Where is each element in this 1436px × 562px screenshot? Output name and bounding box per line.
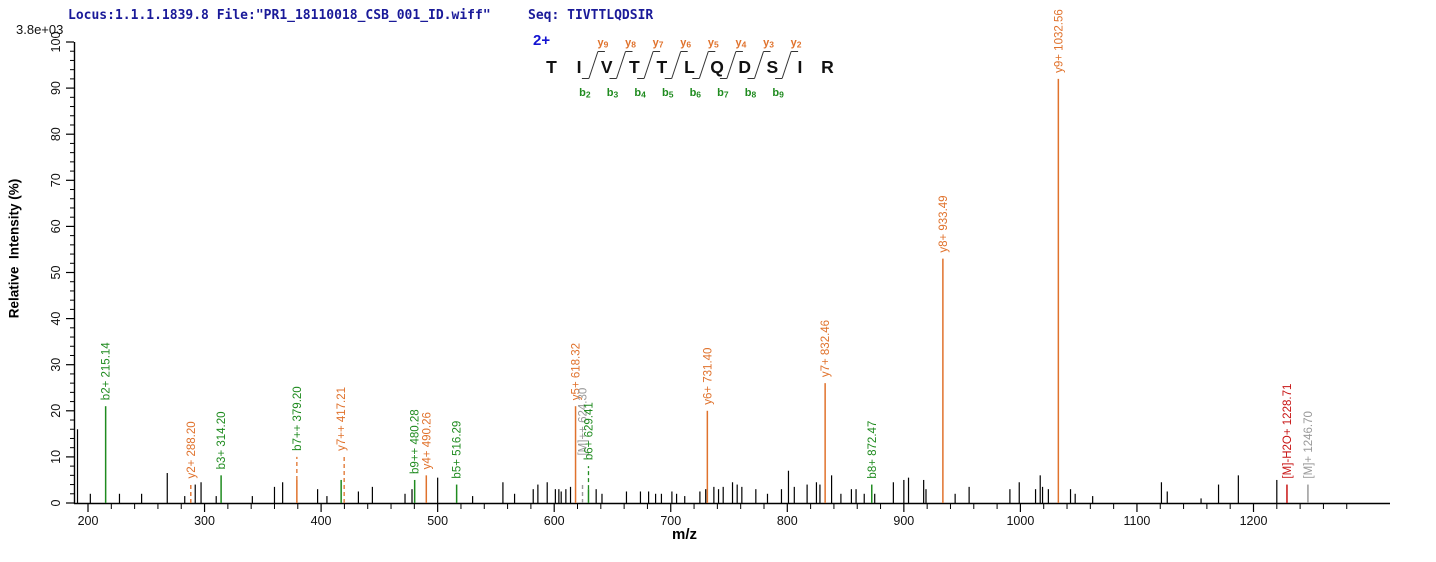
svg-text:600: 600	[544, 514, 565, 528]
svg-text:b5+ 516.29: b5+ 516.29	[452, 421, 464, 479]
svg-text:80: 80	[49, 127, 63, 141]
svg-text:40: 40	[49, 312, 63, 326]
svg-text:60: 60	[49, 219, 63, 233]
svg-text:1000: 1000	[1006, 514, 1034, 528]
svg-text:[M]+ 1246.70: [M]+ 1246.70	[1303, 411, 1315, 478]
svg-text:y8: y8	[625, 37, 636, 50]
svg-text:b6: b6	[690, 87, 702, 100]
svg-text:y4: y4	[735, 37, 746, 50]
svg-text:b7++ 379.20: b7++ 379.20	[292, 386, 304, 451]
svg-text:T: T	[546, 57, 557, 77]
svg-text:S: S	[766, 57, 778, 77]
svg-text:1100: 1100	[1124, 514, 1151, 528]
svg-text:b8+ 872.47: b8+ 872.47	[867, 421, 879, 479]
svg-text:y2: y2	[791, 37, 802, 50]
svg-text:[M]-H2O+ 1228.71: [M]-H2O+ 1228.71	[1282, 384, 1294, 479]
svg-text:900: 900	[893, 514, 914, 528]
svg-text:1200: 1200	[1240, 514, 1268, 528]
svg-text:D: D	[738, 57, 751, 77]
svg-text:700: 700	[660, 514, 681, 528]
svg-text:2+: 2+	[533, 32, 550, 49]
svg-text:b8: b8	[745, 87, 757, 100]
svg-text:b2: b2	[579, 87, 591, 100]
svg-text:[M]++ 624.30: [M]++ 624.30	[578, 388, 590, 456]
svg-text:I: I	[797, 57, 802, 77]
svg-text:b6+ 629.41: b6+ 629.41	[583, 402, 595, 460]
svg-text:300: 300	[194, 514, 215, 528]
svg-text:I: I	[577, 57, 582, 77]
svg-text:y2+ 288.20: y2+ 288.20	[186, 421, 198, 478]
svg-text:L: L	[684, 57, 695, 77]
svg-text:y7: y7	[653, 37, 664, 50]
svg-text:10: 10	[49, 450, 63, 464]
svg-text:70: 70	[49, 173, 63, 187]
svg-text:b5: b5	[662, 87, 674, 100]
svg-text:50: 50	[49, 266, 63, 280]
svg-text:y7++ 417.21: y7++ 417.21	[336, 387, 348, 451]
svg-text:90: 90	[49, 81, 63, 95]
svg-text:b9++ 480.28: b9++ 480.28	[410, 409, 422, 474]
svg-text:R: R	[821, 57, 834, 77]
svg-text:b3+ 314.20: b3+ 314.20	[216, 411, 228, 469]
svg-text:b9: b9	[772, 87, 784, 100]
svg-text:b7: b7	[717, 87, 729, 100]
svg-text:y4+ 490.26: y4+ 490.26	[421, 412, 433, 469]
svg-text:20: 20	[49, 404, 63, 418]
svg-text:y9+ 1032.56: y9+ 1032.56	[1053, 9, 1065, 73]
svg-text:b2+ 215.14: b2+ 215.14	[101, 342, 113, 400]
svg-text:T: T	[629, 57, 640, 77]
svg-text:800: 800	[777, 514, 798, 528]
svg-text:T: T	[657, 57, 668, 77]
svg-text:y8+ 933.49: y8+ 933.49	[938, 195, 950, 252]
svg-text:400: 400	[311, 514, 332, 528]
svg-text:30: 30	[49, 358, 63, 372]
svg-text:y7+ 832.46: y7+ 832.46	[820, 320, 832, 377]
sequence-header: Seq: TIVTTLQDSIR	[528, 8, 654, 23]
x-axis-title: m/z	[672, 526, 698, 543]
svg-text:b4: b4	[634, 87, 646, 100]
svg-text:y6: y6	[680, 37, 691, 50]
svg-text:200: 200	[78, 514, 99, 528]
svg-text:b3: b3	[607, 87, 619, 100]
svg-text:100: 100	[49, 32, 63, 53]
svg-text:y3: y3	[763, 37, 774, 50]
svg-text:y5: y5	[708, 37, 719, 50]
svg-text:y6+ 731.40: y6+ 731.40	[702, 348, 714, 405]
svg-text:0: 0	[49, 499, 63, 506]
svg-text:500: 500	[427, 514, 448, 528]
svg-text:V: V	[601, 57, 613, 77]
svg-text:Q: Q	[710, 57, 724, 77]
svg-text:y5+ 618.32: y5+ 618.32	[571, 343, 583, 400]
svg-text:y9: y9	[597, 37, 608, 50]
locus-file-header: Locus:1.1.1.1839.8 File:"PR1_18110018_CS…	[68, 8, 491, 23]
intensity-scale-label: 3.8e+03	[16, 22, 64, 37]
